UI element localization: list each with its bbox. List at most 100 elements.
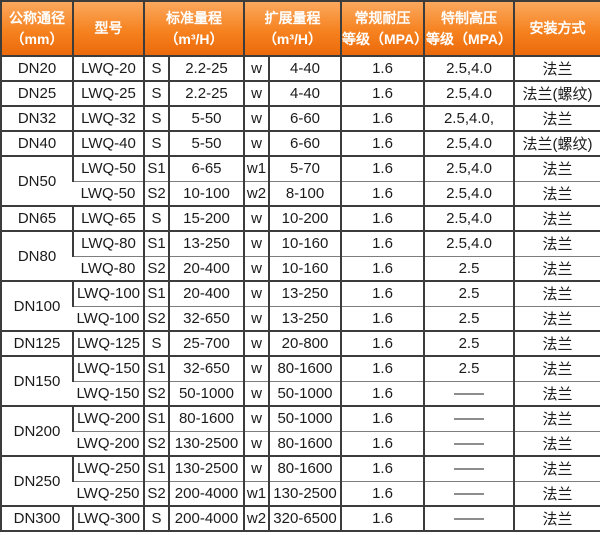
extended-range-label-cell: w <box>243 330 269 356</box>
regular-pressure-cell: 1.6 <box>340 355 424 381</box>
standard-range-label-cell: S2 <box>143 305 169 331</box>
extended-range-label-cell: w <box>243 255 269 281</box>
extended-range-value-cell: 80-1600 <box>268 455 341 481</box>
regular-pressure-cell: 1.6 <box>340 305 424 331</box>
install-method-cell: 法兰 <box>513 480 600 506</box>
regular-pressure-cell: 1.6 <box>340 480 424 506</box>
model-cell: LWQ-20 <box>72 55 144 81</box>
model-cell: LWQ-32 <box>72 105 144 131</box>
col-header-extended-range: 扩展量程 （m³/H） <box>243 1 341 57</box>
extended-range-value-cell: 10-200 <box>268 205 341 231</box>
standard-range-label-cell: S2 <box>143 255 169 281</box>
standard-range-label-cell: S2 <box>143 380 169 406</box>
extended-range-value-cell: 13-250 <box>268 280 341 306</box>
standard-range-label-cell: S <box>143 130 169 156</box>
standard-range-label-cell: S1 <box>143 230 169 256</box>
table-row: DN250 LWQ-250 S1 130-2500 w 80-1600 1.6 —— 法兰 <box>1 455 600 506</box>
table-row: LWQ-200 S2 130-2500 w 80-1600 1.6 —— 法兰 <box>1 430 600 456</box>
extended-range-value-cell: 4-40 <box>268 80 341 106</box>
standard-range-label-cell: S1 <box>143 155 169 181</box>
high-pressure-cell: 2.5,4.0 <box>423 80 514 106</box>
high-pressure-cell: 2.5,4.0 <box>423 180 514 206</box>
standard-range-label-cell: S1 <box>143 280 169 306</box>
standard-range-value-cell: 20-400 <box>168 255 244 281</box>
table-row: LWQ-100 S2 32-650 w 13-250 1.6 2.5 法兰 <box>1 305 600 331</box>
model-cell: LWQ-50 <box>72 155 144 181</box>
standard-range-value-cell: 2.2-25 <box>168 80 244 106</box>
diameter-cell: DN300 <box>1 505 73 531</box>
table-row: LWQ-250 S2 200-4000 w1 130-2500 1.6 —— 法兰 <box>1 480 600 506</box>
extended-range-label-cell: w <box>243 280 269 306</box>
standard-range-value-cell: 50-1000 <box>168 380 244 406</box>
model-cell: LWQ-150 <box>73 380 144 406</box>
regular-pressure-cell: 1.6 <box>340 455 424 481</box>
table-row: LWQ-150 S2 50-1000 w 50-1000 1.6 —— 法兰 <box>1 380 600 406</box>
col-header-standard-range: 标准量程 （m³/H） <box>143 1 244 57</box>
install-method-cell: 法兰 <box>513 505 600 531</box>
extended-range-value-cell: 130-2500 <box>268 480 341 506</box>
table-row: DN40 LWQ-40 S 5-50 w 6-60 1.6 2.5,4.0 法兰(螺纹) <box>1 130 600 156</box>
model-cell: LWQ-80 <box>72 230 144 256</box>
standard-range-label-cell: S <box>143 205 169 231</box>
diameter-cell: DN125 <box>1 330 73 356</box>
regular-pressure-cell: 1.6 <box>340 405 424 431</box>
install-method-cell: 法兰 <box>513 430 600 456</box>
standard-range-label-cell: S2 <box>143 480 169 506</box>
regular-pressure-cell: 1.6 <box>340 430 424 456</box>
regular-pressure-cell: 1.6 <box>340 280 424 306</box>
table-row: DN25 LWQ-25 S 2.2-25 w 4-40 1.6 2.5,4.0 法兰(螺纹) <box>1 80 600 106</box>
extended-range-label-cell: w2 <box>243 505 269 531</box>
col-header-regular-pressure: 常规耐压 等级（MPA） <box>340 1 424 57</box>
extended-range-value-cell: 5-70 <box>268 155 341 181</box>
model-cell: LWQ-300 <box>72 505 144 531</box>
install-method-cell: 法兰 <box>513 355 600 381</box>
regular-pressure-cell: 1.6 <box>340 330 424 356</box>
install-method-cell: 法兰 <box>513 255 600 281</box>
standard-range-value-cell: 5-50 <box>168 105 244 131</box>
diameter-cell: DN25 <box>1 80 73 106</box>
install-method-cell: 法兰 <box>513 180 600 206</box>
diameter-cell: DN40 <box>1 130 73 156</box>
extended-range-value-cell: 6-60 <box>268 130 341 156</box>
model-cell: LWQ-100 <box>72 280 144 306</box>
standard-range-label-cell: S1 <box>143 405 169 431</box>
standard-range-value-cell: 6-65 <box>168 155 244 181</box>
extended-range-value-cell: 13-250 <box>268 305 341 331</box>
extended-range-label-cell: w <box>243 230 269 256</box>
standard-range-value-cell: 15-200 <box>168 205 244 231</box>
model-cell: LWQ-25 <box>72 80 144 106</box>
table-row: DN100 LWQ-100 S1 20-400 w 13-250 1.6 2.5 法兰 <box>1 280 600 331</box>
table-row: DN125 LWQ-125 S 25-700 w 20-800 1.6 2.5 法兰 <box>1 330 600 356</box>
col-header-high-pressure: 特制高压 等级（MPA） <box>423 1 514 57</box>
diameter-cell: DN32 <box>1 105 73 131</box>
standard-range-label-cell: S1 <box>143 355 169 381</box>
model-cell: LWQ-200 <box>73 430 144 456</box>
table-row: DN200 LWQ-200 S1 80-1600 w 50-1000 1.6 —— 法兰 <box>1 405 600 456</box>
high-pressure-cell: 2.5 <box>423 330 514 356</box>
regular-pressure-cell: 1.6 <box>340 80 424 106</box>
standard-range-label-cell: S <box>143 105 169 131</box>
install-method-cell: 法兰 <box>513 455 600 481</box>
extended-range-label-cell: w1 <box>243 480 269 506</box>
standard-range-value-cell: 25-700 <box>168 330 244 356</box>
regular-pressure-cell: 1.6 <box>340 55 424 81</box>
extended-range-value-cell: 8-100 <box>268 180 341 206</box>
high-pressure-cell: 2.5,4.0 <box>423 155 514 181</box>
diameter-cell: DN200 <box>1 405 73 456</box>
install-method-cell: 法兰(螺纹) <box>513 80 600 106</box>
extended-range-label-cell: w <box>243 80 269 106</box>
extended-range-value-cell: 4-40 <box>268 55 341 81</box>
diameter-cell: DN80 <box>1 230 73 281</box>
model-cell: LWQ-40 <box>72 130 144 156</box>
high-pressure-cell: 2.5,4.0, <box>423 105 514 131</box>
high-pressure-cell: —— <box>423 430 514 456</box>
high-pressure-cell: —— <box>423 405 514 431</box>
regular-pressure-cell: 1.6 <box>340 130 424 156</box>
extended-range-label-cell: w1 <box>243 155 269 181</box>
standard-range-label-cell: S <box>143 55 169 81</box>
table-row: DN300 LWQ-300 S 200-4000 w2 320-6500 1.6 —— 法兰 <box>1 505 600 531</box>
regular-pressure-cell: 1.6 <box>340 180 424 206</box>
extended-range-label-cell: w <box>243 405 269 431</box>
standard-range-label-cell: S2 <box>143 180 169 206</box>
table-row: DN65 LWQ-65 S 15-200 w 10-200 1.6 2.5,4.0 法兰 <box>1 205 600 231</box>
